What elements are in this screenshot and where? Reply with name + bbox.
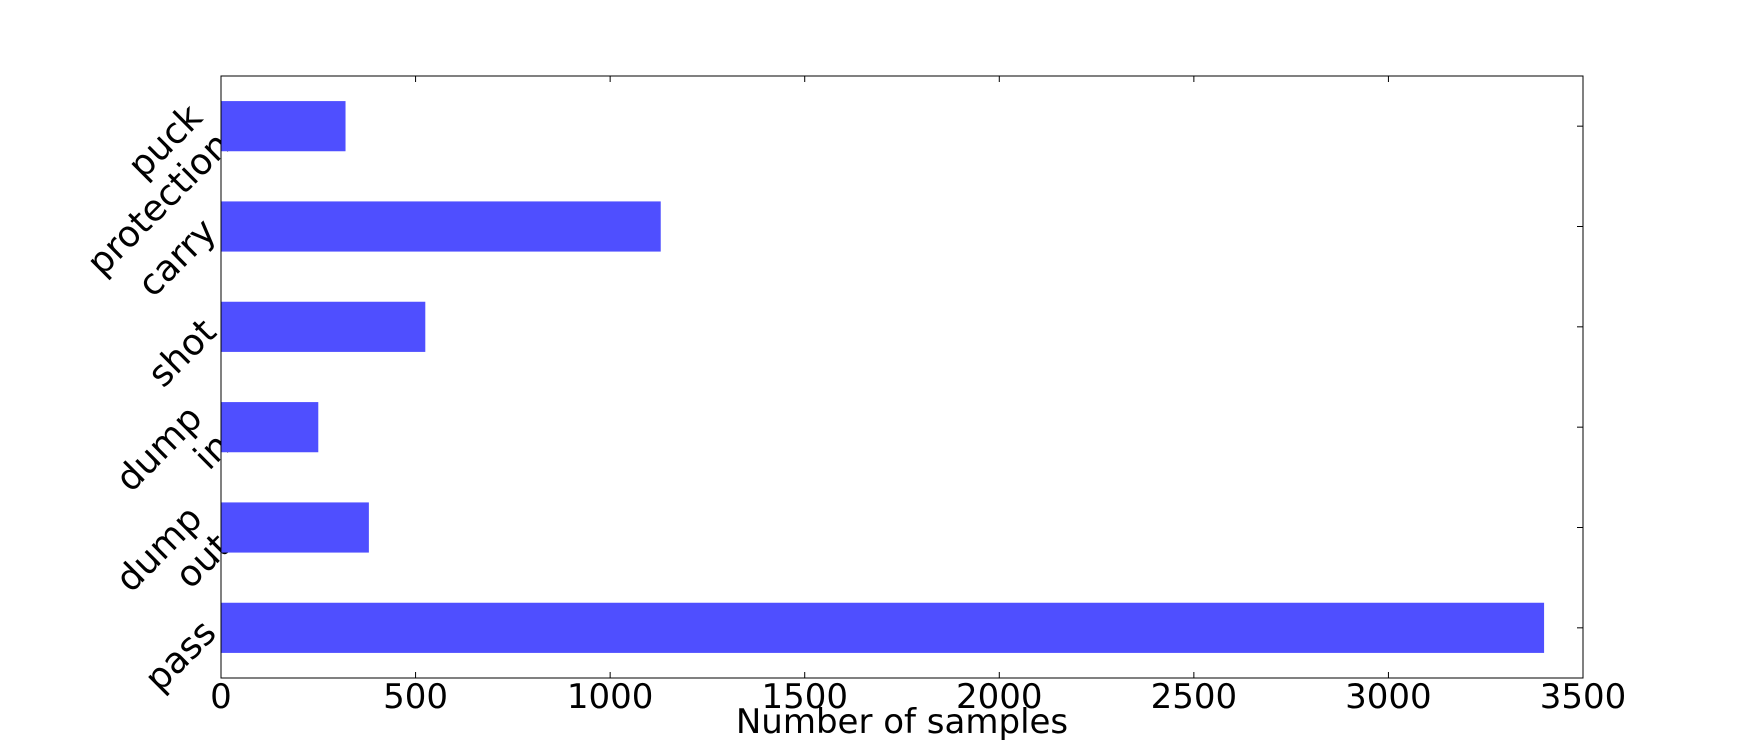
y-tick-label: dumpout <box>108 498 238 628</box>
bar <box>221 602 1545 653</box>
y-tick-label: puckprotection <box>51 97 238 284</box>
x-tick-label: 3000 <box>1345 677 1432 717</box>
x-tick-label: 0 <box>210 677 232 717</box>
x-tick-label: 2500 <box>1151 677 1238 717</box>
y-tick-label: shot <box>140 311 224 395</box>
x-tick-label: 1000 <box>567 677 654 717</box>
x-axis-label: Number of samples <box>736 702 1068 742</box>
x-tick-label: 3500 <box>1540 677 1627 717</box>
x-tick-label: 2000 <box>956 677 1043 717</box>
x-tick-label: 1500 <box>761 677 848 717</box>
bar <box>221 502 369 553</box>
bar <box>221 201 661 252</box>
plot-frame <box>220 75 1584 679</box>
bar <box>221 101 346 152</box>
bar <box>221 402 319 453</box>
bar <box>221 301 426 352</box>
x-tick-label: 500 <box>383 677 448 717</box>
